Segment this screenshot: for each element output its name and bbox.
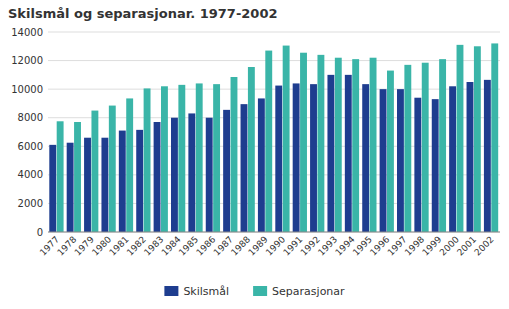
grid-line: [48, 89, 500, 90]
bar: [397, 89, 404, 232]
bar: [223, 110, 230, 232]
bar: [345, 75, 352, 232]
chart: Skilsmål og separasjonar. 1977-2002 0 2000…: [0, 0, 509, 309]
bar: [327, 75, 334, 232]
bar: [380, 89, 387, 232]
legend-swatch: [253, 286, 267, 296]
bar: [474, 46, 481, 232]
y-tick-label: 12000: [11, 55, 43, 66]
legend-swatch: [164, 286, 178, 296]
bar: [310, 84, 317, 232]
bar: [188, 113, 195, 232]
bar: [449, 86, 456, 232]
bar: [248, 67, 255, 232]
bar: [119, 131, 126, 232]
grid-line: [48, 32, 500, 33]
bar: [362, 84, 369, 232]
y-tick-label: 10000: [11, 84, 43, 95]
bar: [74, 122, 81, 232]
bar: [109, 106, 116, 232]
grid-line: [48, 232, 500, 233]
bar: [335, 58, 342, 232]
grid-line: [48, 60, 500, 61]
bar: [467, 82, 474, 232]
bar: [432, 99, 439, 232]
y-tick-label: 0: [37, 227, 43, 238]
bar: [57, 121, 64, 232]
bar: [154, 122, 161, 232]
legend-label: Separasjonar: [272, 285, 345, 298]
bar: [231, 77, 238, 232]
bar: [370, 58, 377, 232]
y-tick-label: 4000: [18, 169, 43, 180]
bar: [126, 98, 133, 232]
bars: [49, 43, 498, 232]
legend: Skilsmål Separasjonar: [164, 285, 345, 298]
bar: [161, 86, 168, 232]
bar: [457, 45, 464, 232]
bar: [67, 143, 74, 232]
bar: [84, 138, 91, 232]
x-tick-label: 2002: [472, 234, 495, 257]
y-tick-label: 14000: [11, 27, 43, 38]
bar: [283, 46, 290, 232]
bar: [293, 83, 300, 232]
bar: [300, 53, 307, 232]
bar: [196, 83, 203, 232]
bar: [206, 118, 213, 232]
bar: [439, 59, 446, 232]
bar: [213, 84, 220, 232]
bar: [387, 71, 394, 232]
x-axis-line: [48, 232, 500, 233]
bar: [404, 65, 411, 232]
bar: [484, 80, 491, 232]
bar: [241, 104, 248, 232]
bar: [414, 98, 421, 232]
y-tick-label: 8000: [18, 112, 43, 123]
bar: [49, 145, 56, 232]
bar: [422, 63, 429, 232]
y-axis: 0 2000 4000 6000 8000 10000 12000 14000: [11, 27, 500, 238]
y-tick-label: 6000: [18, 141, 43, 152]
bar: [171, 118, 178, 232]
bar: [352, 59, 359, 232]
bar: [144, 88, 151, 232]
bar: [101, 138, 108, 232]
bar: [265, 51, 272, 232]
bar: [317, 55, 324, 232]
bar: [178, 85, 185, 232]
y-tick-label: 2000: [18, 198, 43, 209]
bar: [275, 86, 282, 232]
x-axis: 1977197819791980198119821983198419851986…: [38, 232, 500, 258]
bar: [91, 111, 98, 232]
bar: [258, 98, 265, 232]
legend-item: Separasjonar: [253, 285, 345, 298]
title: Skilsmål og separasjonar. 1977-2002: [8, 6, 277, 21]
legend-label: Skilsmål: [183, 285, 229, 298]
bar: [491, 43, 498, 232]
bar: [136, 130, 143, 232]
legend-item: Skilsmål: [164, 285, 229, 298]
